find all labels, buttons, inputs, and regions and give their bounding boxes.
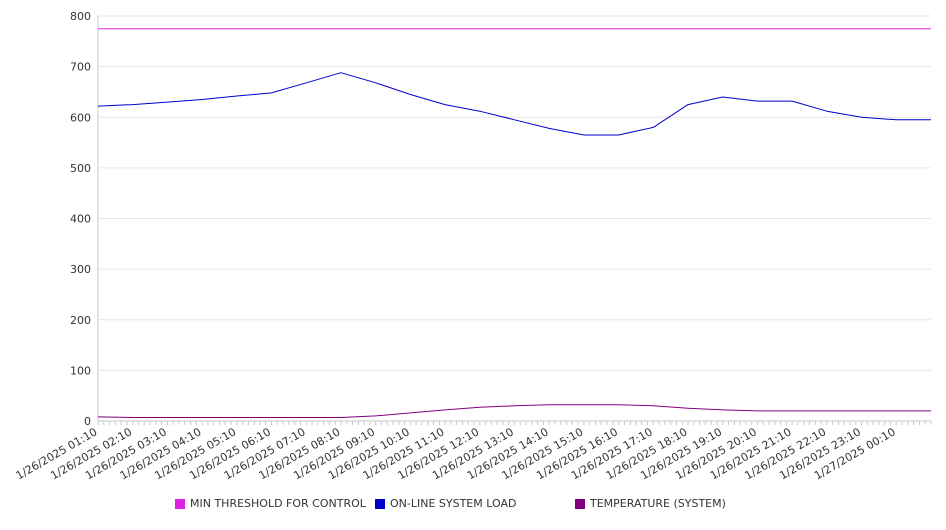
series-lines bbox=[97, 28, 931, 418]
legend-item-temperature[interactable]: TEMPERATURE (SYSTEM) bbox=[575, 497, 726, 510]
y-tick-label-600: 600 bbox=[70, 111, 91, 124]
legend-swatch-min-threshold bbox=[175, 498, 185, 509]
legend-label-system-load: ON-LINE SYSTEM LOAD bbox=[390, 497, 517, 510]
legend-label-temperature: TEMPERATURE (SYSTEM) bbox=[590, 497, 726, 510]
x-tick-labels: 1/26/2025 01:101/26/2025 02:101/26/2025 … bbox=[14, 425, 898, 482]
legend-item-min-threshold[interactable]: MIN THRESHOLD FOR CONTROL bbox=[175, 497, 366, 510]
legend-label-min-threshold: MIN THRESHOLD FOR CONTROL bbox=[190, 497, 366, 510]
legend-swatch-system-load bbox=[375, 498, 385, 509]
axes bbox=[97, 16, 932, 425]
grid-lines bbox=[98, 15, 931, 422]
y-tick-label-500: 500 bbox=[70, 162, 91, 175]
y-tick-label-400: 400 bbox=[70, 213, 91, 226]
legend-swatch-temperature bbox=[575, 498, 585, 509]
y-tick-label-800: 800 bbox=[70, 10, 91, 23]
y-tick-label-300: 300 bbox=[70, 263, 91, 276]
series-line-1 bbox=[97, 72, 931, 136]
series-line-2 bbox=[97, 404, 931, 418]
y-tick-label-100: 100 bbox=[70, 364, 91, 377]
y-tick-label-200: 200 bbox=[70, 314, 91, 327]
y-tick-label-700: 700 bbox=[70, 61, 91, 74]
legend-item-system-load[interactable]: ON-LINE SYSTEM LOAD bbox=[375, 497, 516, 510]
y-tick-label-0: 0 bbox=[84, 415, 91, 428]
y-tick-labels: 0 100 200 300 400 500 600 700 800 bbox=[70, 10, 91, 428]
legend: MIN THRESHOLD FOR CONTROL ON-LINE SYSTEM… bbox=[0, 497, 946, 515]
